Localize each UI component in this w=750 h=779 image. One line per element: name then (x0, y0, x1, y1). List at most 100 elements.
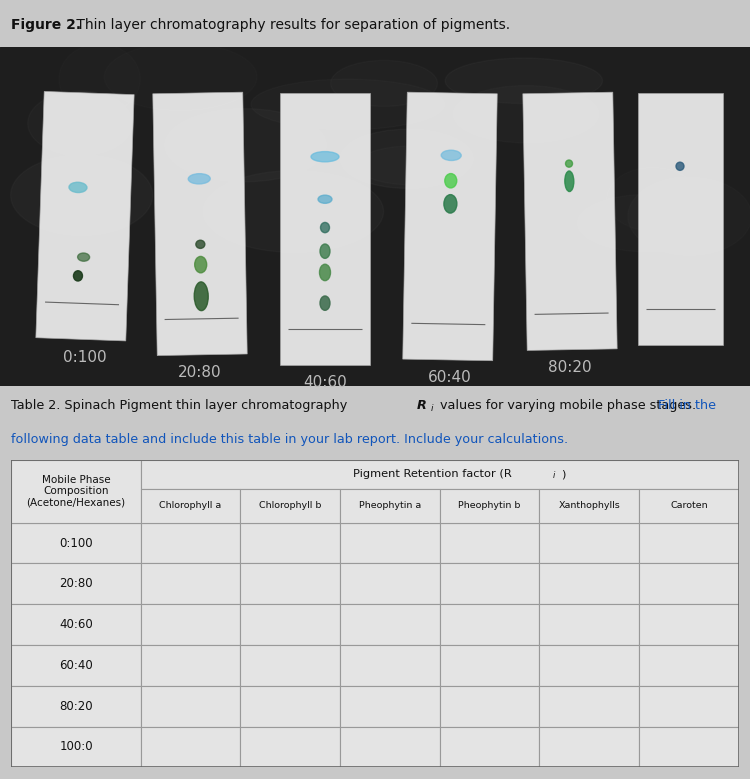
Text: Mobile Phase
Composition
(Acetone/Hexanes): Mobile Phase Composition (Acetone/Hexane… (26, 474, 125, 508)
Bar (141, 563, 241, 605)
Ellipse shape (195, 256, 207, 273)
Bar (340, 686, 439, 727)
Text: Xanthophylls: Xanthophylls (558, 501, 620, 510)
Text: 60:40: 60:40 (59, 659, 93, 672)
Bar (340, 460, 439, 523)
Bar (241, 686, 340, 727)
Polygon shape (411, 323, 485, 325)
Bar (523, 92, 617, 351)
Bar (141, 460, 241, 523)
Text: Figure 2.: Figure 2. (11, 19, 81, 32)
Bar (36, 91, 134, 341)
Ellipse shape (320, 296, 330, 310)
Bar (539, 605, 639, 645)
Text: i: i (553, 471, 555, 481)
Bar (440, 563, 539, 605)
Text: 20:80: 20:80 (59, 577, 93, 590)
Bar (241, 460, 340, 523)
Bar (340, 563, 439, 605)
Bar (141, 645, 241, 686)
Bar (440, 605, 539, 645)
Text: ): ) (561, 469, 566, 479)
Bar (440, 686, 539, 727)
Ellipse shape (320, 244, 330, 259)
Bar (241, 488, 340, 523)
Ellipse shape (446, 58, 602, 104)
Ellipse shape (628, 177, 750, 256)
Ellipse shape (104, 43, 257, 111)
Text: 40:60: 40:60 (303, 375, 346, 390)
Text: Pheophytin b: Pheophytin b (458, 501, 520, 510)
Bar (403, 92, 497, 361)
Bar (141, 727, 241, 767)
Bar (340, 727, 439, 767)
Ellipse shape (441, 150, 461, 160)
Ellipse shape (444, 195, 457, 213)
Text: Fill in the: Fill in the (658, 400, 716, 412)
Bar (11, 460, 141, 523)
Ellipse shape (320, 223, 329, 233)
Text: Chlorophyll a: Chlorophyll a (160, 501, 222, 510)
Text: values for varying mobile phase stages.: values for varying mobile phase stages. (436, 400, 700, 412)
Bar (440, 488, 539, 523)
Bar (340, 645, 439, 686)
Ellipse shape (10, 155, 153, 235)
Ellipse shape (565, 171, 574, 192)
Ellipse shape (331, 61, 437, 107)
Bar (241, 727, 340, 767)
Bar (141, 460, 739, 488)
Ellipse shape (196, 240, 205, 249)
Text: Table 2. Spinach Pigment thin layer chromatography: Table 2. Spinach Pigment thin layer chro… (11, 400, 352, 412)
Bar (440, 460, 539, 523)
Ellipse shape (318, 195, 332, 203)
Bar (241, 645, 340, 686)
Bar (639, 488, 739, 523)
Bar (141, 523, 241, 563)
Bar (639, 460, 739, 523)
Text: following data table and include this table in your lab report. Include your cal: following data table and include this ta… (11, 432, 568, 446)
Bar (11, 686, 141, 727)
Bar (440, 727, 539, 767)
Text: 80:20: 80:20 (548, 360, 592, 375)
Text: 80:20: 80:20 (59, 700, 93, 713)
Text: R: R (417, 400, 427, 412)
Polygon shape (535, 313, 608, 315)
Ellipse shape (188, 174, 210, 184)
Ellipse shape (578, 195, 718, 252)
Polygon shape (45, 302, 119, 305)
Ellipse shape (203, 171, 383, 252)
Text: Thin layer chromatography results for separation of pigments.: Thin layer chromatography results for se… (72, 19, 510, 32)
Bar (241, 563, 340, 605)
Bar (11, 727, 141, 767)
Bar (639, 563, 739, 605)
Bar (280, 93, 370, 365)
Ellipse shape (676, 162, 684, 171)
Bar (639, 605, 739, 645)
Ellipse shape (340, 129, 473, 189)
Polygon shape (164, 318, 238, 319)
Text: Caroten: Caroten (670, 501, 708, 510)
Bar (539, 686, 639, 727)
Ellipse shape (77, 253, 89, 261)
Text: i: i (430, 404, 433, 413)
Bar (440, 645, 539, 686)
Ellipse shape (165, 109, 326, 182)
Ellipse shape (566, 160, 572, 167)
Bar (440, 523, 539, 563)
Bar (241, 605, 340, 645)
Bar (340, 605, 439, 645)
Bar (539, 460, 639, 523)
Ellipse shape (28, 91, 132, 156)
Bar (639, 686, 739, 727)
Ellipse shape (69, 182, 87, 192)
Text: 100:0: 100:0 (59, 740, 93, 753)
Text: 20:80: 20:80 (178, 365, 222, 380)
Bar (11, 460, 141, 523)
Bar (539, 645, 639, 686)
Bar (141, 605, 241, 645)
Ellipse shape (194, 282, 208, 311)
Bar (539, 523, 639, 563)
Text: Chlorophyll b: Chlorophyll b (259, 501, 322, 510)
Text: 0:100: 0:100 (59, 537, 93, 549)
Ellipse shape (320, 264, 331, 280)
